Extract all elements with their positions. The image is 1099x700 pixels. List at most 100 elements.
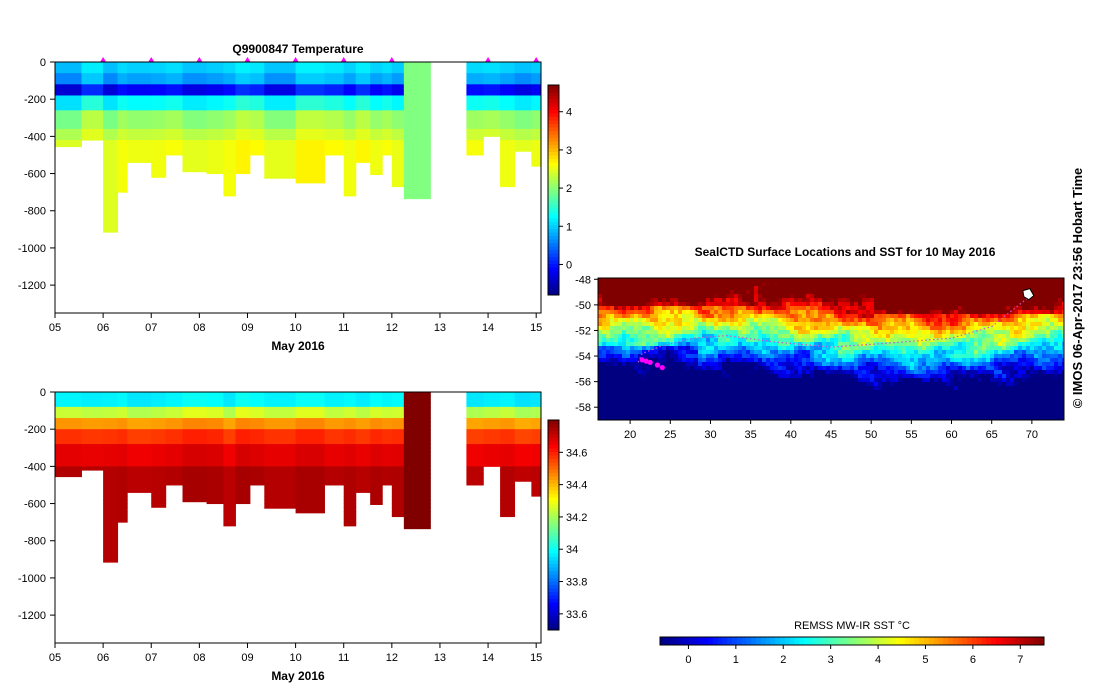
sal-cell bbox=[382, 451, 393, 456]
sst-cell bbox=[870, 338, 875, 343]
sst-cell bbox=[978, 302, 983, 307]
sal-cell bbox=[324, 410, 345, 415]
sst-cell bbox=[754, 354, 759, 359]
sst-cell bbox=[610, 366, 615, 371]
sst-cell bbox=[922, 282, 927, 287]
sal-cell bbox=[127, 414, 152, 419]
sst-cell bbox=[862, 330, 867, 335]
temp-cell bbox=[249, 143, 265, 149]
temp-x-tick-label: 06 bbox=[97, 322, 109, 334]
sst-cell bbox=[938, 334, 943, 339]
sst-cell bbox=[794, 298, 799, 303]
sst-cell bbox=[674, 350, 679, 355]
temp-cell bbox=[182, 110, 208, 115]
sst-cell bbox=[934, 310, 939, 315]
sst-cell bbox=[890, 342, 895, 347]
sst-cell bbox=[902, 294, 907, 299]
sst-cell bbox=[906, 310, 911, 315]
temp-cell bbox=[55, 91, 82, 96]
sst-cell bbox=[626, 306, 631, 311]
sst-cell bbox=[754, 342, 759, 347]
sst-cell bbox=[842, 378, 847, 383]
sst-cell bbox=[966, 326, 971, 331]
sst-cell bbox=[846, 346, 851, 351]
sal-cell bbox=[514, 421, 532, 426]
sst-cell bbox=[614, 362, 619, 367]
sst-cell bbox=[910, 302, 915, 307]
sst-cell bbox=[686, 322, 691, 327]
sst-cell bbox=[1002, 322, 1007, 327]
temp-cell bbox=[403, 121, 431, 126]
sst-cell bbox=[610, 334, 615, 339]
temp-cell bbox=[466, 110, 484, 115]
temp-cell bbox=[324, 110, 345, 115]
sst-cell bbox=[914, 318, 919, 323]
sst-cell bbox=[606, 326, 611, 331]
temp-cell bbox=[264, 132, 297, 137]
temp-cell bbox=[117, 110, 128, 115]
sst-cell bbox=[806, 342, 811, 347]
temp-cell bbox=[249, 151, 265, 156]
sst-cell bbox=[614, 290, 619, 295]
sst-cell bbox=[946, 310, 951, 315]
sal-cell bbox=[127, 418, 152, 423]
sst-cell bbox=[1018, 326, 1023, 331]
sst-cell bbox=[834, 286, 839, 291]
sst-cell bbox=[878, 314, 883, 319]
sst-cell bbox=[870, 282, 875, 287]
sal-cell bbox=[343, 447, 357, 452]
sst-cell bbox=[850, 286, 855, 291]
sst-cell bbox=[642, 318, 647, 323]
sst-cell bbox=[1014, 326, 1019, 331]
sst-cell bbox=[950, 346, 955, 351]
temp-cbar-cell bbox=[548, 176, 559, 180]
sst-cell bbox=[826, 294, 831, 299]
sst-cell bbox=[902, 326, 907, 331]
sst-cell bbox=[714, 286, 719, 291]
sst-cell bbox=[858, 322, 863, 327]
sal-cell bbox=[355, 414, 371, 419]
sal-cell bbox=[103, 533, 119, 538]
sst-cell bbox=[998, 358, 1003, 363]
sst-cell bbox=[922, 306, 927, 311]
sst-cell bbox=[1006, 346, 1011, 351]
sst-cell bbox=[770, 350, 775, 355]
sst-cell bbox=[1034, 370, 1039, 375]
sst-cell bbox=[790, 322, 795, 327]
sst-cell bbox=[878, 330, 883, 335]
sst-cell bbox=[654, 318, 659, 323]
sst-cell bbox=[686, 306, 691, 311]
sst-cell bbox=[882, 290, 887, 295]
sst-cell bbox=[682, 350, 687, 355]
sst-cell bbox=[922, 382, 927, 387]
sal-cell bbox=[264, 451, 297, 456]
temp-cell bbox=[295, 65, 325, 70]
sal-cell bbox=[295, 451, 325, 456]
sal-cell bbox=[81, 429, 104, 434]
sst-cell bbox=[646, 306, 651, 311]
temp-cell bbox=[355, 121, 371, 126]
sst-cell bbox=[610, 290, 615, 295]
sst-cell bbox=[886, 382, 891, 387]
sst-cell bbox=[910, 286, 915, 291]
sal-cell bbox=[355, 440, 371, 445]
sst-cell bbox=[794, 306, 799, 311]
sst-cell bbox=[710, 306, 715, 311]
sst-cell bbox=[950, 382, 955, 387]
temp-cbar-cell bbox=[548, 127, 559, 131]
temp-cell bbox=[223, 140, 236, 145]
sst-cell bbox=[1050, 334, 1055, 339]
temp-cell bbox=[264, 151, 297, 156]
sst-cell bbox=[802, 278, 807, 283]
sst-cell bbox=[986, 374, 991, 379]
sst-cell bbox=[978, 338, 983, 343]
sst-cell bbox=[674, 358, 679, 363]
sst-cell bbox=[650, 350, 655, 355]
sst-cell bbox=[874, 310, 879, 315]
temp-cell bbox=[370, 91, 383, 96]
sal-cell bbox=[117, 473, 128, 479]
temp-cell bbox=[382, 147, 393, 152]
sal-cell bbox=[500, 436, 516, 441]
sst-cell bbox=[726, 362, 731, 367]
sst-cell bbox=[610, 358, 615, 363]
